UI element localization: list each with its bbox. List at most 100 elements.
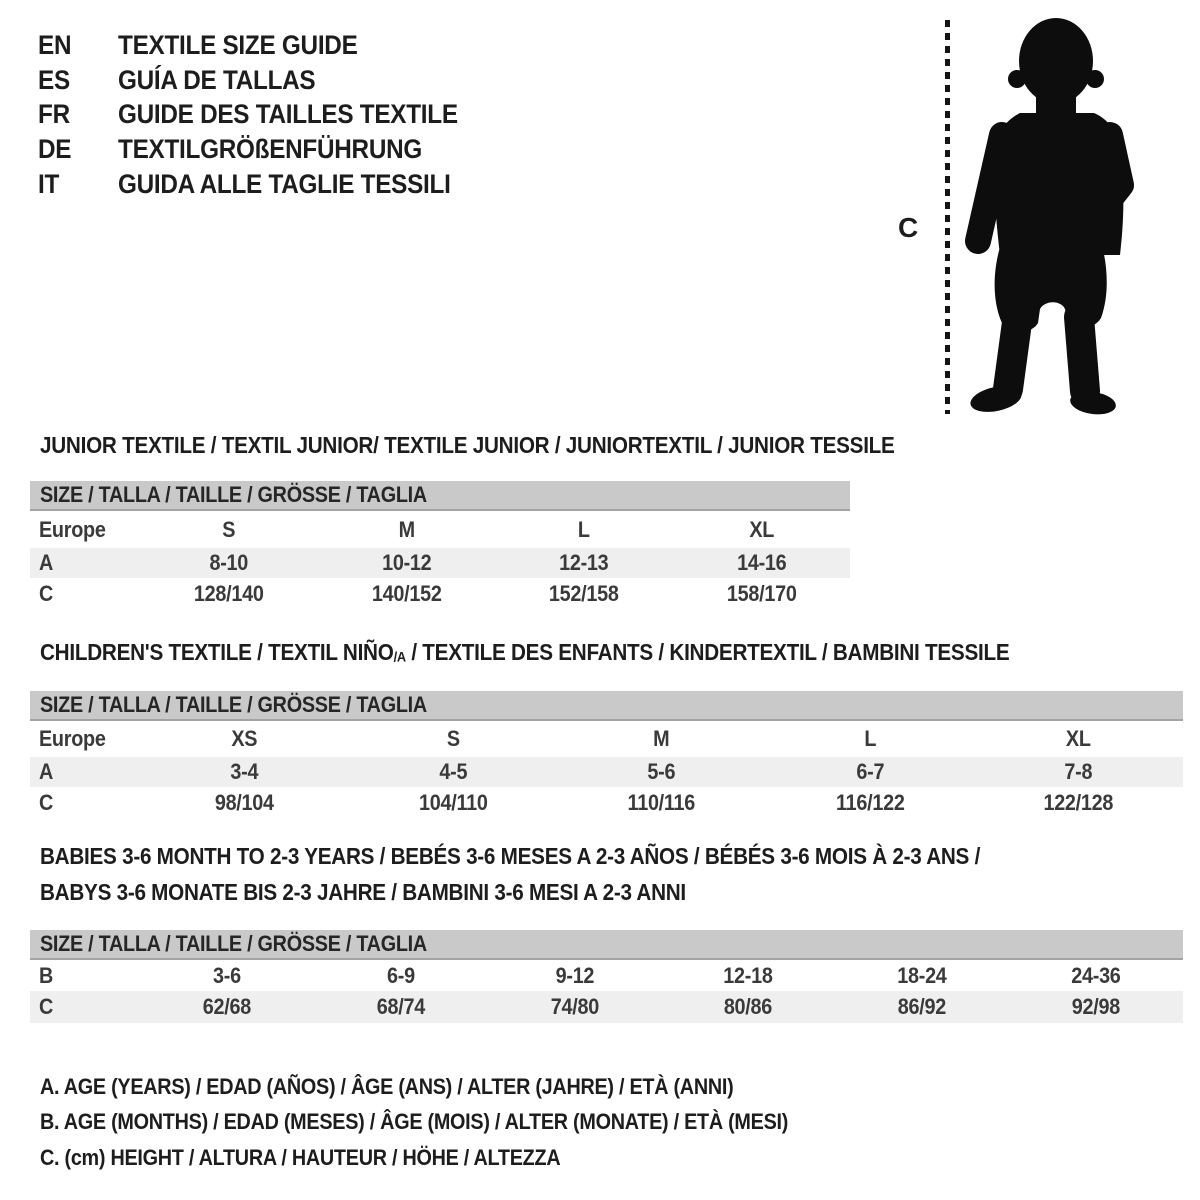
- junior-size-table: SIZE / TALLA / TAILLE / GRÖSSE / TAGLIA …: [30, 481, 850, 610]
- size-value-cell: 3-4: [230, 759, 259, 784]
- size-value-cell: 98/104: [214, 790, 274, 815]
- size-value-cell: M: [653, 726, 670, 751]
- language-title: TEXTILGRÖßENFÜHRUNG: [118, 134, 456, 165]
- size-value-cell: 12-13: [559, 550, 609, 575]
- size-header-text: SIZE / TALLA / TAILLE / GRÖSSE / TAGLIA: [40, 931, 427, 956]
- size-value-cell: 12-18: [723, 962, 774, 988]
- junior-section-title: JUNIOR TEXTILE / TEXTIL JUNIOR/ TEXTILE …: [40, 433, 990, 457]
- height-measure-label: C: [898, 212, 919, 243]
- language-title-text: TEXTILGRÖßENFÜHRUNG: [118, 133, 423, 164]
- size-value-cell: 24-36: [1071, 962, 1121, 988]
- table-row-age: A 8-10 10-12 12-13 14-16: [30, 548, 850, 578]
- legend-line-b-text: B. AGE (MONTHS) / EDAD (MESES) / ÂGE (MO…: [40, 1109, 789, 1135]
- language-title-block: EN TEXTILE SIZE GUIDE ES GUÍA DE TALLAS …: [38, 28, 496, 201]
- language-code-text: ES: [38, 64, 70, 95]
- language-code-text: FR: [38, 99, 70, 130]
- legend-line-a: A. AGE (YEARS) / EDAD (AÑOS) / ÂGE (ANS)…: [40, 1069, 871, 1105]
- language-code: IT: [38, 169, 118, 200]
- children-section-title-text: CHILDREN'S TEXTILE / TEXTIL NIÑO/A / TEX…: [40, 639, 1010, 670]
- language-row-de: DE TEXTILGRÖßENFÜHRUNG: [38, 132, 496, 167]
- size-header-text: SIZE / TALLA / TAILLE / GRÖSSE / TAGLIA: [40, 692, 427, 717]
- language-row-es: ES GUÍA DE TALLAS: [38, 63, 496, 98]
- table-row-height: C 62/68 68/74 74/80 80/86 86/92 92/98: [30, 991, 1183, 1023]
- legend-line-c-text: C. (cm) HEIGHT / ALTURA / HAUTEUR / HÖHE…: [40, 1144, 561, 1170]
- size-header-bar: SIZE / TALLA / TAILLE / GRÖSSE / TAGLIA: [30, 691, 1183, 721]
- language-title: GUIDA ALLE TAGLIE TESSILI: [118, 169, 488, 200]
- language-code: DE: [38, 134, 118, 165]
- legend-line-b: B. AGE (MONTHS) / EDAD (MESES) / ÂGE (MO…: [40, 1105, 871, 1141]
- babies-section-title: BABIES 3-6 MONTH TO 2-3 YEARS / BEBÉS 3-…: [40, 844, 1180, 904]
- children-title-sub: /A: [393, 649, 407, 666]
- size-value-cell: 116/122: [835, 790, 905, 815]
- size-header-text: SIZE / TALLA / TAILLE / GRÖSSE / TAGLIA: [40, 482, 427, 507]
- language-title-text: GUÍA DE TALLAS: [118, 64, 316, 95]
- size-value-cell: 110/116: [627, 790, 696, 815]
- language-title-text: GUIDE DES TAILLES TEXTILE: [118, 99, 458, 130]
- babies-title-line2: BABYS 3-6 MONATE BIS 2-3 JAHRE / BAMBINI…: [40, 879, 686, 905]
- size-value-cell: S: [446, 726, 460, 751]
- size-value-cell: 104/110: [418, 790, 488, 815]
- language-row-en: EN TEXTILE SIZE GUIDE: [38, 28, 496, 63]
- table-row-age: A 3-4 4-5 5-6 6-7 7-8: [30, 757, 1183, 787]
- toddler-silhouette-icon: [958, 14, 1143, 416]
- size-value-cell: 18-24: [897, 962, 948, 988]
- size-value-cell: 152/158: [548, 581, 619, 606]
- measure-legend: A. AGE (YEARS) / EDAD (AÑOS) / ÂGE (ANS)…: [40, 1069, 871, 1176]
- row-label-cell: C: [39, 790, 54, 815]
- size-value-cell: 74/80: [550, 994, 599, 1019]
- junior-section-title-text: JUNIOR TEXTILE / TEXTIL JUNIOR/ TEXTILE …: [40, 432, 895, 458]
- language-title-text: TEXTILE SIZE GUIDE: [118, 29, 358, 60]
- row-label-cell: C: [39, 994, 54, 1019]
- size-value-cell: 8-10: [209, 550, 249, 575]
- size-value-cell: L: [864, 726, 876, 751]
- children-section-title: CHILDREN'S TEXTILE / TEXTIL NIÑO/A / TEX…: [40, 640, 1117, 670]
- row-label-cell: B: [39, 962, 54, 988]
- size-value-cell: M: [398, 516, 415, 542]
- table-row-height: C 98/104 104/110 110/116 116/122 122/128: [30, 787, 1183, 819]
- table-row-europe: Europe S M L XL: [30, 511, 850, 548]
- legend-line-c: C. (cm) HEIGHT / ALTURA / HAUTEUR / HÖHE…: [40, 1140, 871, 1176]
- size-value-cell: 4-5: [438, 759, 467, 784]
- legend-line-a-text: A. AGE (YEARS) / EDAD (AÑOS) / ÂGE (ANS)…: [40, 1073, 734, 1099]
- size-value-cell: 10-12: [381, 550, 432, 575]
- size-header-bar: SIZE / TALLA / TAILLE / GRÖSSE / TAGLIA: [30, 930, 1183, 960]
- language-title: TEXTILE SIZE GUIDE: [118, 30, 384, 61]
- size-value-cell: 7-8: [1064, 759, 1093, 784]
- height-measure-dashed-line: [945, 20, 950, 414]
- children-title-rest: / TEXTILE DES ENFANTS / KINDERTEXTIL / B…: [405, 639, 1010, 665]
- size-value-cell: XL: [748, 516, 774, 542]
- language-title: GUÍA DE TALLAS: [118, 65, 337, 96]
- size-value-cell: 92/98: [1071, 994, 1121, 1019]
- language-row-fr: FR GUIDE DES TAILLES TEXTILE: [38, 97, 496, 132]
- size-value-cell: 3-6: [212, 962, 241, 988]
- size-value-cell: 9-12: [555, 962, 594, 988]
- table-row-months: B 3-6 6-9 9-12 12-18 18-24 24-36: [30, 960, 1183, 991]
- language-code-text: EN: [38, 29, 72, 60]
- size-value-cell: 14-16: [736, 550, 787, 575]
- size-value-cell: 6-7: [856, 759, 885, 784]
- language-title: GUIDE DES TAILLES TEXTILE: [118, 99, 496, 130]
- size-value-cell: S: [222, 516, 236, 542]
- babies-title-line1: BABIES 3-6 MONTH TO 2-3 YEARS / BEBÉS 3-…: [40, 843, 981, 869]
- language-code-text: IT: [38, 168, 60, 199]
- row-label-cell: A: [39, 550, 54, 575]
- language-title-text: GUIDA ALLE TAGLIE TESSILI: [118, 168, 451, 199]
- row-label-cell: A: [39, 759, 54, 784]
- size-value-cell: 86/92: [898, 994, 947, 1019]
- size-value-cell: XS: [231, 726, 258, 751]
- row-label-cell: Europe: [39, 516, 106, 542]
- size-value-cell: 80/86: [724, 994, 773, 1019]
- language-code: ES: [38, 65, 118, 96]
- size-value-cell: 62/68: [202, 994, 252, 1019]
- row-label-cell: Europe: [39, 726, 106, 751]
- children-size-table: SIZE / TALLA / TAILLE / GRÖSSE / TAGLIA …: [30, 691, 1183, 819]
- babies-size-table: SIZE / TALLA / TAILLE / GRÖSSE / TAGLIA …: [30, 930, 1183, 1023]
- table-row-height: C 128/140 140/152 152/158 158/170: [30, 578, 850, 610]
- size-value-cell: 68/74: [376, 994, 425, 1019]
- language-code: EN: [38, 30, 118, 61]
- language-code-text: DE: [38, 133, 72, 164]
- language-code: FR: [38, 99, 118, 130]
- size-value-cell: 158/170: [726, 581, 797, 606]
- children-title-main: CHILDREN'S TEXTILE / TEXTIL NIÑO: [40, 639, 394, 665]
